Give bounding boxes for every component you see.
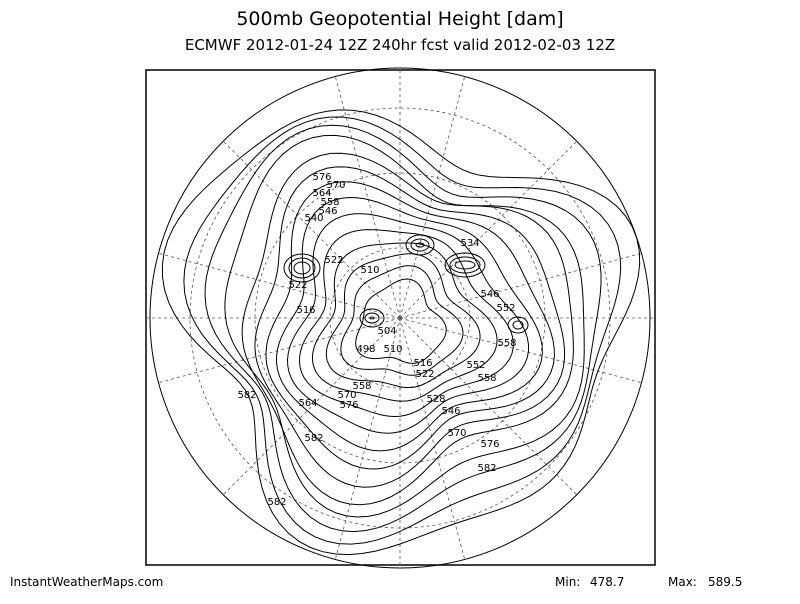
contour-label: 582 [267,497,286,508]
contours [161,109,641,556]
contour-label: 576 [480,439,499,450]
contour-label: 558 [497,338,516,349]
contour-line [311,242,498,402]
contour-closed [283,253,321,283]
min-label: Min: [555,575,580,589]
contour-closed [369,316,375,320]
contour-label: 582 [304,433,323,444]
contour-closed [293,261,311,275]
contour-label: 510 [360,265,379,276]
contour-closed [410,238,430,252]
contour-line [183,116,622,545]
contour-line [275,196,543,452]
frame [145,69,656,566]
contour-label: 510 [383,344,402,355]
contour-label: 516 [296,305,315,316]
contour-line [161,109,641,556]
contour-closed [449,256,481,274]
source: InstantWeatherMaps.com [10,575,163,589]
contour-label: 570 [447,428,466,439]
contour-label: 522 [288,280,307,291]
title: 500mb Geopotential Height [dam] [236,8,563,30]
contour-label: 522 [415,369,434,380]
contour-closed [512,320,524,330]
contour-label: 558 [320,197,339,208]
map-edge [149,67,651,569]
contour-line [355,278,447,364]
contour-closed [405,234,435,256]
contour-line [204,124,602,533]
contour-label: 564 [312,188,331,199]
contour-label: 498 [356,344,375,355]
contour-label: 570 [326,180,345,191]
contour-label: 564 [298,398,317,409]
contour-label: 552 [466,360,485,371]
contour-closed [444,252,486,278]
contour-label: 558 [477,373,496,384]
contour-label: 546 [318,206,337,217]
contour-label: 546 [441,406,460,417]
contour-label: 522 [324,255,343,266]
contour-closed [454,260,476,270]
latitude-circle [329,247,471,389]
contour-line [340,265,464,376]
contour-line [286,213,529,434]
contour-label: 582 [237,390,256,401]
contour-label: 552 [496,303,515,314]
contour-line [224,134,585,518]
contour-label: 546 [480,289,499,300]
contour-label: 570 [337,390,356,401]
contour-label: 540 [304,213,323,224]
max-value: 589.5 [708,575,742,589]
contour-label: 582 [477,463,496,474]
contour-label: 504 [377,326,396,337]
contour-label: 558 [352,381,371,392]
max-label: Max: [668,575,697,589]
contour-line [265,181,555,470]
contour-closed [507,316,529,334]
contour-closed [359,308,385,328]
contour-line [254,166,565,488]
contour-closed [415,242,425,248]
contour-label: 534 [460,238,479,249]
contour-label: 528 [426,394,445,405]
min-value: 478.7 [590,575,624,589]
contour-label: 576 [312,172,331,183]
contour-line [298,229,514,418]
subtitle: ECMWF 2012-01-24 12Z 240hr fcst valid 20… [185,36,615,54]
contour-line [325,253,481,388]
contour-label: 516 [413,358,432,369]
contour-closed [364,312,380,324]
contour-closed [288,257,316,279]
contour-label: 576 [339,400,358,411]
